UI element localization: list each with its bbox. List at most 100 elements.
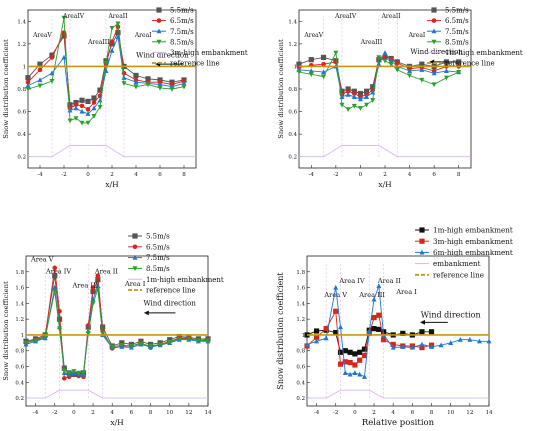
y-tick-label: 1.2 [288,42,297,48]
data-point [195,338,201,344]
data-point [308,72,314,78]
data-point [85,120,91,126]
chart-panel-1: -4 -2 0 2 4 6 8 0.2 0.4 0.6 0.8 1 1.2 1.4 x/H Snow dist… [0,0,275,215]
chart-3-svg: -4 -2 0 2 4 6 8 10 12 14 0.2 0.4 0.6 0.8 1 1.2 1.4 1.6 1.8… [2,233,224,427]
data-point [429,344,435,349]
x-tick-label: 12 [466,410,474,416]
data-point [352,370,358,375]
data-point [357,349,363,355]
wind-arrow-head [420,319,426,325]
data-point [448,340,454,345]
data-point [176,336,182,342]
area-label: Area III [72,282,99,290]
y-tick-label: 1.4 [15,301,24,307]
legend-marker [132,244,138,250]
wind-arrow-head [429,59,435,65]
data-point [66,370,72,376]
x-tick-label: -2 [61,172,67,178]
data-point [85,98,91,105]
data-point [376,312,382,318]
y-tick-label: 1 [21,333,24,339]
data-point [313,328,320,334]
data-point [25,86,31,92]
data-point [61,54,67,60]
y-tick-label: 1.4 [296,301,305,307]
data-point [49,55,55,60]
data-point [376,326,382,333]
legend-label: reference line [170,60,220,68]
legend-label: reference line [433,270,484,279]
x-tick-label: -4 [33,410,39,416]
y-axis-label: Snow distribution coefficient [277,39,285,139]
data-point [91,113,97,119]
data-point [100,331,106,337]
data-point [347,359,353,366]
legend-marker [156,7,162,13]
data-point [95,273,101,279]
y-tick-label: 0.2 [17,155,26,161]
data-point [333,284,339,290]
data-point [345,91,351,97]
legend-label: 5.5m/s [170,7,194,15]
plot-frame [25,255,209,407]
y-tick-label: 1.4 [288,19,297,25]
legend-label: 1m-high embankment [445,49,523,57]
data-point [128,343,134,349]
data-point [73,116,79,122]
data-point [321,74,327,80]
data-point [337,349,344,355]
y-axis-label: Snow distribution coefficient [276,272,285,390]
legend-label: 6.5m/s [170,17,194,25]
data-point [37,67,43,73]
area-label: Area V [30,256,54,264]
embankment-profile [299,144,471,158]
x-tick-label: 14 [485,410,493,416]
data-point [376,55,382,61]
legend-label: reference line [445,60,495,68]
data-point [431,70,437,76]
chart-2-svg: -4 -2 0 2 4 6 8 0.2 0.4 0.6 0.8 1 1.2 1.4 x/H Snow dist… [277,7,523,189]
data-point [361,352,368,359]
x-tick-label: 10 [447,410,455,416]
legend-label: 6m-high embankment [433,248,513,257]
legend-label: 5.5m/s [146,233,170,241]
data-point [109,47,115,53]
legend-label: 7.5m/s [146,254,170,262]
y-tick-label: 0.8 [296,349,305,355]
data-point [296,69,302,75]
data-point [382,58,388,64]
data-point [438,342,444,348]
data-point [382,50,388,55]
area-label: AreaII [381,13,402,20]
y-tick-label: 1 [294,64,297,70]
data-point [71,369,77,374]
data-point [361,374,367,379]
data-point [320,54,327,60]
data-point [97,104,103,110]
data-point [133,79,139,85]
data-point [85,107,91,112]
data-point [457,336,463,342]
legend-label: 7.5m/s [170,28,194,36]
x-tick-label: -2 [52,410,58,416]
data-point [52,273,58,279]
embankment-profile [28,144,196,158]
data-point [169,86,175,92]
x-tick-label: 2 [383,172,387,178]
x-tick-label: 10 [166,410,174,416]
data-point [352,362,358,368]
data-point [351,91,357,96]
data-point [419,67,425,72]
y-tick-label: 0.2 [296,396,305,402]
data-point [62,376,67,381]
data-point [33,338,39,344]
data-point [381,337,387,343]
data-point [79,108,85,114]
data-point [90,301,96,307]
x-tick-label: -4 [37,172,43,178]
data-point [364,102,370,108]
data-point [91,95,97,101]
x-tick-label: 0 [353,410,357,416]
data-point [338,324,344,330]
data-point [347,349,353,355]
